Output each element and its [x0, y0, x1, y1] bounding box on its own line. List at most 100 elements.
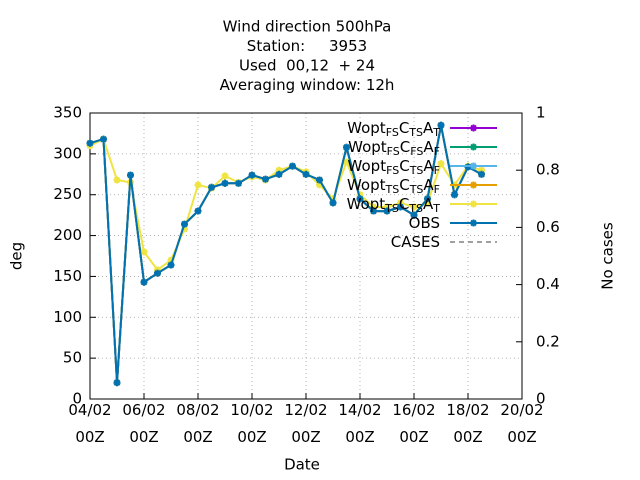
plot-frame [89, 112, 523, 400]
data-point [451, 191, 458, 199]
legend-label: CASES [391, 233, 440, 251]
legend-label-part: A [423, 138, 434, 156]
chart-title: Used 00,12 + 24 [239, 57, 375, 75]
data-point [302, 170, 310, 178]
legend-label: WoptTSCTSAF [347, 176, 440, 197]
data-point [316, 176, 323, 184]
legend-label-part: F [434, 145, 440, 158]
legend-marker [470, 124, 477, 132]
y2-tick-label: 0.8 [536, 161, 560, 179]
chart-title: Averaging window: 12h [220, 76, 395, 94]
x-axis-label: Date [284, 456, 320, 474]
y-tick-label: 150 [53, 267, 82, 285]
legend-label-part: C [399, 195, 409, 213]
data-point [370, 203, 377, 211]
y-tick-label: 250 [53, 185, 82, 203]
data-point [356, 195, 364, 203]
legend-marker [470, 219, 477, 227]
legend-label: OBS [409, 214, 440, 232]
data-point [154, 269, 161, 277]
data-point [343, 158, 350, 166]
data-point [437, 121, 445, 129]
data-point [194, 207, 202, 215]
data-point [167, 256, 175, 264]
legend-label-part: F [434, 164, 440, 177]
legend-label-part: FS [386, 126, 399, 139]
data-point [113, 379, 121, 387]
y2-tick-label: 0.6 [536, 218, 560, 236]
chart-title: Wind direction 500hPa [223, 18, 392, 36]
data-point [370, 207, 377, 215]
data-point [221, 179, 229, 187]
legend-label: WoptFSCFSAF [348, 138, 440, 159]
legend-marker [470, 162, 477, 170]
y2-tick-label: 0.4 [536, 275, 560, 293]
data-point [383, 207, 391, 215]
data-point [275, 166, 283, 174]
legend-label-part: C [399, 176, 409, 194]
data-point [424, 199, 431, 207]
legend-label: WoptFSCTSAT [347, 119, 440, 140]
data-point [100, 135, 107, 143]
x-tick-label: 18/02 00Z [446, 401, 489, 446]
legend-label-part: A [423, 195, 434, 213]
legend-label-part: A [423, 157, 434, 175]
legend-label-part: Wopt [347, 195, 386, 213]
legend-label-part: TS [408, 126, 423, 139]
data-point [410, 211, 418, 219]
data-point [275, 170, 283, 178]
legend-label-part: C [399, 119, 409, 137]
y-tick-label: 0 [72, 390, 82, 408]
y-axis-label: deg [8, 242, 26, 270]
data-point [194, 181, 202, 189]
legend-label-part: C [399, 157, 409, 175]
data-point [235, 179, 242, 187]
legend-label-part: T [432, 126, 440, 139]
y2-tick-label: 1 [536, 104, 546, 122]
legend-marker [470, 143, 477, 151]
data-point [437, 160, 445, 168]
data-point [329, 199, 337, 207]
legend-label-part: TS [385, 183, 400, 196]
legend-label-part: Wopt [348, 138, 387, 156]
data-point [140, 248, 148, 256]
legend-label-part: TS [408, 202, 423, 215]
x-tick-label: 20/02 00Z [500, 401, 543, 446]
y-tick-label: 300 [53, 144, 82, 162]
data-point [208, 183, 215, 191]
data-point [397, 199, 404, 207]
legend-label: WoptTSCTSAT [347, 195, 441, 216]
x-tick-label: 04/02 00Z [68, 401, 111, 446]
legend-label-part: OBS [409, 214, 440, 232]
data-point [343, 143, 350, 151]
legend-label-part: FS [387, 145, 400, 158]
data-point [140, 278, 148, 286]
data-point [410, 203, 418, 211]
legend-label-part: T [432, 202, 440, 215]
y2-tick-label: 0 [536, 390, 546, 408]
legend-label-part: F [434, 183, 440, 196]
data-point [181, 220, 188, 228]
legend-label-part: Wopt [347, 176, 386, 194]
y2-tick-label: 0.2 [536, 332, 560, 350]
y-tick-label: 200 [53, 226, 82, 244]
legend-label-part: A [423, 176, 434, 194]
legend-label-part: C [400, 138, 410, 156]
legend-marker [470, 200, 477, 208]
data-point [397, 203, 404, 211]
legend-label-part: Wopt [347, 119, 386, 137]
y-tick-label: 50 [63, 349, 82, 367]
data-point [289, 162, 296, 170]
data-point [316, 181, 323, 189]
x-tick-label: 16/02 00Z [392, 401, 435, 446]
data-point [262, 175, 269, 183]
legend-marker [470, 181, 477, 189]
legend-label-part: A [423, 119, 434, 137]
x-tick-label: 06/02 00Z [122, 401, 165, 446]
y-tick-label: 350 [53, 104, 82, 122]
legend-label-part: Wopt [348, 157, 387, 175]
data-point [221, 172, 229, 180]
data-point [181, 225, 188, 233]
